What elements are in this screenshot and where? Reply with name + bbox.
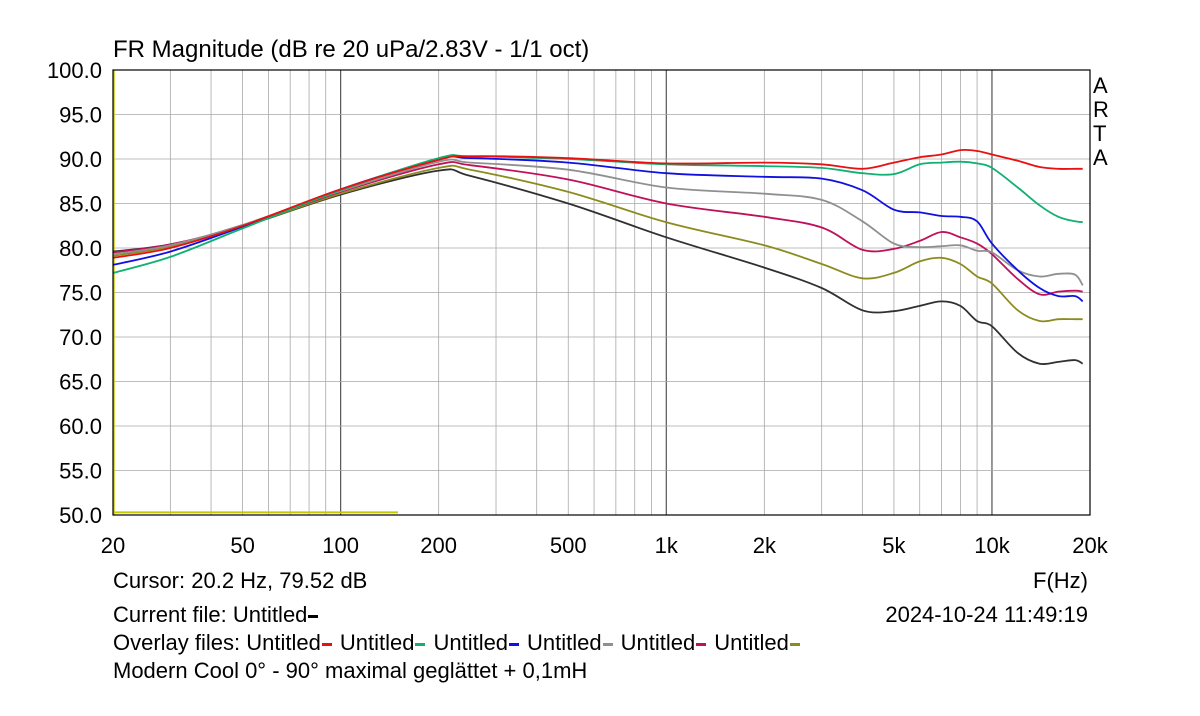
overlay-file-name: Untitled	[527, 630, 602, 655]
overlay-color-swatch	[415, 642, 426, 646]
x-tick-label: 200	[420, 533, 457, 558]
series-line	[112, 164, 1083, 323]
cursor-readout: Cursor: 20.2 Hz, 79.52 dB	[113, 568, 368, 593]
x-tick-label: 1k	[655, 533, 679, 558]
y-tick-label: 50.0	[59, 503, 102, 528]
x-tick-label: 10k	[974, 533, 1010, 558]
overlay-files-label: Overlay files:	[113, 630, 247, 655]
series-line	[112, 155, 1084, 303]
x-tick-label: 20k	[1072, 533, 1108, 558]
x-tick-label: 50	[230, 533, 254, 558]
overlay-file-name: Untitled	[246, 630, 321, 655]
x-tick-label: 20	[101, 533, 125, 558]
y-axis-ticks: 100.0 95.0 90.0 85.0 80.0 75.0 70.0 65.0 60.0 55.…	[47, 58, 102, 528]
y-tick-label: 90.0	[59, 147, 102, 172]
brand-letter: R	[1093, 97, 1109, 122]
brand-letter: A	[1093, 145, 1108, 170]
x-tick-label: 5k	[882, 533, 906, 558]
overlay-color-swatch	[696, 642, 707, 646]
plot-frame	[112, 69, 1091, 516]
y-tick-label: 65.0	[59, 370, 102, 395]
chart-title: FR Magnitude (dB re 20 uPa/2.83V - 1/1 o…	[113, 36, 589, 63]
brand-letter: T	[1093, 121, 1106, 146]
y-tick-label: 70.0	[59, 325, 102, 350]
brand-letter: A	[1093, 73, 1108, 98]
overlay-file-name: Untitled	[620, 630, 696, 655]
y-tick-label: 85.0	[59, 192, 102, 217]
data-series	[112, 70, 1084, 515]
series-line	[112, 161, 1083, 296]
y-tick-label: 75.0	[59, 281, 102, 306]
overlay-files-line: Overlay files: Untitled Untitled Untitled U…	[113, 630, 808, 656]
x-tick-label: 2k	[753, 533, 777, 558]
y-tick-label: 80.0	[59, 236, 102, 261]
y-tick-label: 60.0	[59, 414, 102, 439]
grid-lines	[113, 70, 1090, 515]
x-tick-label: 100	[322, 533, 359, 558]
overlay-file-name: Untitled	[433, 630, 509, 655]
current-file-line: Current file: Untitled	[113, 602, 326, 628]
y-tick-label: 100.0	[47, 58, 102, 83]
series-line	[112, 148, 1083, 259]
series-line	[112, 168, 1084, 366]
overlay-file-name: Untitled	[339, 630, 415, 655]
timestamp: 2024-10-24 11:49:19	[885, 602, 1088, 627]
x-tick-label: 500	[550, 533, 587, 558]
overlay-color-swatch	[321, 642, 332, 646]
overlay-file-name: Untitled	[714, 630, 789, 655]
overlay-color-swatch	[789, 642, 800, 646]
series-line	[112, 158, 1084, 286]
overlay-color-swatch	[509, 642, 520, 646]
measurement-description: Modern Cool 0° - 90° maximal geglättet +…	[113, 658, 588, 683]
x-axis-ticks: 20 50 100 200 500 1k 2k 5k 10k 20k	[101, 533, 1109, 558]
y-tick-label: 95.0	[59, 103, 102, 128]
overlay-color-swatch	[602, 642, 613, 646]
y-tick-label: 55.0	[59, 459, 102, 484]
current-file-text: Current file: Untitled	[113, 602, 308, 627]
x-axis-label: F(Hz)	[1033, 568, 1088, 593]
